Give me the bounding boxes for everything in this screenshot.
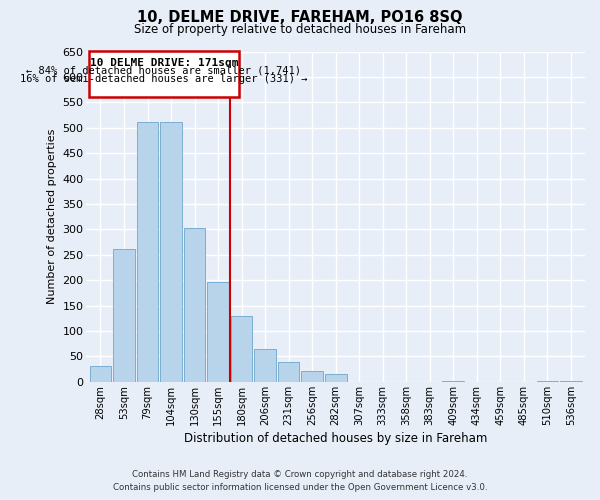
Bar [113, 248, 135, 382]
Bar [442, 381, 464, 382]
Bar [301, 370, 323, 382]
Bar [184, 228, 205, 382]
Bar [207, 282, 229, 382]
Y-axis label: Number of detached properties: Number of detached properties [47, 129, 57, 304]
Bar [278, 362, 299, 382]
Text: 10, DELME DRIVE, FAREHAM, PO16 8SQ: 10, DELME DRIVE, FAREHAM, PO16 8SQ [137, 10, 463, 25]
Text: 10 DELME DRIVE: 171sqm: 10 DELME DRIVE: 171sqm [90, 58, 238, 68]
Text: ← 84% of detached houses are smaller (1,741): ← 84% of detached houses are smaller (1,… [26, 66, 301, 76]
Text: Size of property relative to detached houses in Fareham: Size of property relative to detached ho… [134, 22, 466, 36]
Text: 16% of semi-detached houses are larger (331) →: 16% of semi-detached houses are larger (… [20, 74, 308, 84]
Bar [137, 122, 158, 382]
Bar [89, 52, 239, 97]
Bar [160, 122, 182, 382]
Bar [560, 381, 582, 382]
Text: Contains HM Land Registry data © Crown copyright and database right 2024.
Contai: Contains HM Land Registry data © Crown c… [113, 470, 487, 492]
X-axis label: Distribution of detached houses by size in Fareham: Distribution of detached houses by size … [184, 432, 487, 445]
Bar [325, 374, 347, 382]
Bar [254, 349, 276, 382]
Bar [231, 316, 253, 382]
Bar [536, 381, 558, 382]
Bar [89, 366, 111, 382]
